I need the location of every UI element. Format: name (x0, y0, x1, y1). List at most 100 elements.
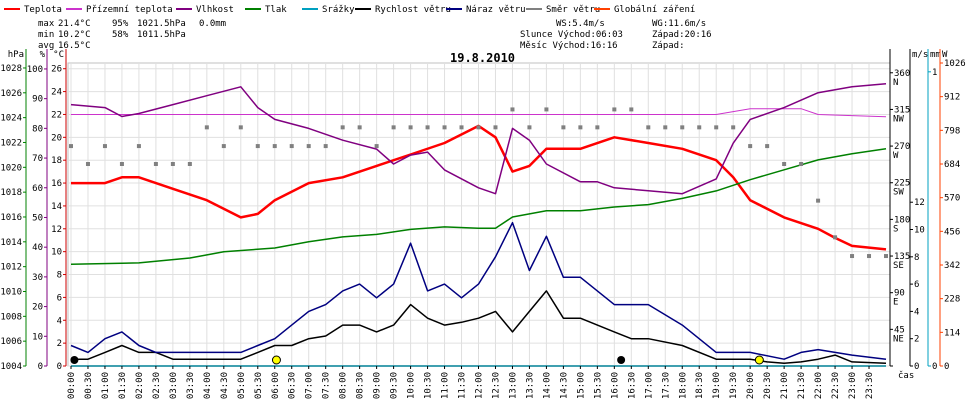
x-tick-label: 01:30 (118, 372, 128, 399)
wind-direction-point (255, 144, 260, 149)
x-tick-label: 20:30 (763, 372, 773, 399)
stats-max-rain: 0.0mm (199, 19, 226, 29)
x-tick-label: 02:30 (152, 372, 162, 399)
compass-label: NW (893, 114, 904, 124)
left-axis-tick-label: 10 (32, 332, 43, 342)
x-tick-label: 08:00 (339, 372, 349, 399)
right-axis-tick-label: 6 (914, 280, 919, 290)
x-tick-label: 22:30 (831, 372, 841, 399)
right-axis-unit: m/s (912, 50, 928, 60)
wind-direction-point (442, 125, 447, 130)
wind-direction-point (170, 162, 175, 166)
right-axis-tick-label: 180 (894, 215, 910, 225)
x-tick-label: 19:00 (712, 372, 722, 399)
series-line (71, 290, 887, 365)
legend-label: Náraz větru (466, 5, 526, 15)
wind-direction-point (323, 144, 328, 149)
x-tick-label: 13:30 (525, 372, 535, 399)
wind-direction-point (612, 107, 617, 112)
x-tick-label: 15:30 (593, 372, 603, 399)
x-tick-label: 16:00 (610, 372, 620, 399)
left-axis-tick-label: 60 (32, 184, 43, 194)
compass-label: SW (893, 188, 904, 198)
left-axis-tick-label: 1020 (0, 163, 22, 173)
left-axis-tick-label: 10 (51, 248, 62, 258)
x-tick-label: 22:00 (814, 372, 824, 399)
info-block: WS:5.4m/s WG:11.6m/s Slunce Východ:06:03… (520, 19, 712, 51)
series-line (71, 124, 887, 251)
wind-direction-point (867, 254, 872, 259)
wind-direction-point (544, 107, 549, 112)
right-axis-tick-label: 1026 (944, 59, 966, 69)
wind-direction-point (748, 144, 753, 149)
sun-marker (271, 355, 281, 365)
right-axis-unit: mm (930, 50, 941, 60)
left-axis-tick-label: 1024 (0, 114, 22, 124)
wind-direction-point (357, 125, 362, 130)
x-tick-label: 02:00 (135, 372, 145, 399)
wind-direction-point (493, 125, 498, 130)
wind-direction-point (595, 125, 600, 130)
wind-direction-point (374, 144, 379, 149)
x-tick-label: 12:00 (475, 372, 485, 399)
right-axis-tick-label: 684 (944, 160, 960, 170)
info-moon-rise: Měsíc Východ:16:16 (520, 41, 618, 51)
left-axis-tick-label: 50 (32, 213, 43, 223)
x-tick-label: 03:30 (186, 372, 196, 399)
wind-direction-point (85, 162, 90, 166)
left-axis-tick-label: 8 (57, 271, 62, 281)
stats-min-label: min (38, 30, 54, 40)
right-axis-tick-label: 10 (914, 226, 925, 236)
left-axis-tick-label: 14 (51, 202, 62, 212)
x-tick-label: 09:30 (390, 372, 400, 399)
wind-direction-point (136, 144, 141, 149)
x-tick-label: 06:30 (288, 372, 298, 399)
stats-max-label: max (38, 19, 55, 29)
x-tick-label: 00:30 (84, 372, 94, 399)
x-tick-label: 05:30 (254, 372, 264, 399)
series-line (70, 221, 887, 360)
x-tick-label: 03:00 (169, 372, 179, 399)
stats-min-temp: 10.2°C (58, 30, 91, 40)
left-axis-tick-label: 6 (57, 293, 62, 303)
wind-direction-point (425, 125, 430, 130)
left-axis-tick-label: 1026 (0, 89, 22, 99)
x-tick-label: 21:30 (797, 372, 807, 399)
right-axis-tick-label: 270 (894, 142, 910, 152)
moon-marker (617, 356, 626, 364)
wind-direction-point (765, 144, 770, 149)
stats-max-hum: 95% (112, 19, 129, 29)
x-tick-label: 17:30 (661, 372, 671, 399)
legend-label: Tlak (265, 5, 287, 15)
left-axis-tick-label: 1018 (0, 188, 22, 198)
series-line (71, 108, 887, 118)
x-tick-label: 06:00 (271, 372, 281, 399)
right-axis-tick-label: 570 (944, 194, 960, 204)
left-axis-tick-label: 1006 (0, 337, 22, 347)
legend-label: Vlhkost (196, 5, 234, 15)
wind-direction-point (697, 125, 702, 130)
x-tick-label: 16:30 (627, 372, 637, 399)
wind-direction-point (884, 254, 888, 259)
left-axis-tick-label: 12 (51, 225, 62, 235)
wind-direction-point (391, 125, 396, 130)
x-tick-label: 15:00 (576, 372, 586, 399)
right-axis-unit: W (942, 50, 948, 60)
series-line (70, 147, 887, 265)
wind-direction-point (221, 144, 226, 149)
x-tick-label: 18:30 (695, 372, 705, 399)
compass-label: E (893, 298, 898, 308)
left-axis-tick-label: 1004 (0, 362, 22, 372)
wind-direction-point (238, 125, 243, 130)
left-axis-tick-label: 24 (51, 88, 62, 98)
wind-direction-point (510, 107, 515, 112)
wind-direction-point (459, 125, 464, 130)
right-axis-tick-label: 12 (914, 198, 925, 208)
x-tick-label: 10:30 (424, 372, 434, 399)
right-axis-tick-label: 2 (914, 335, 919, 345)
stats-max-press: 1021.5hPa (137, 19, 186, 29)
right-axis-tick-label: 225 (894, 179, 910, 189)
left-axis-tick-label: 70 (32, 154, 43, 164)
